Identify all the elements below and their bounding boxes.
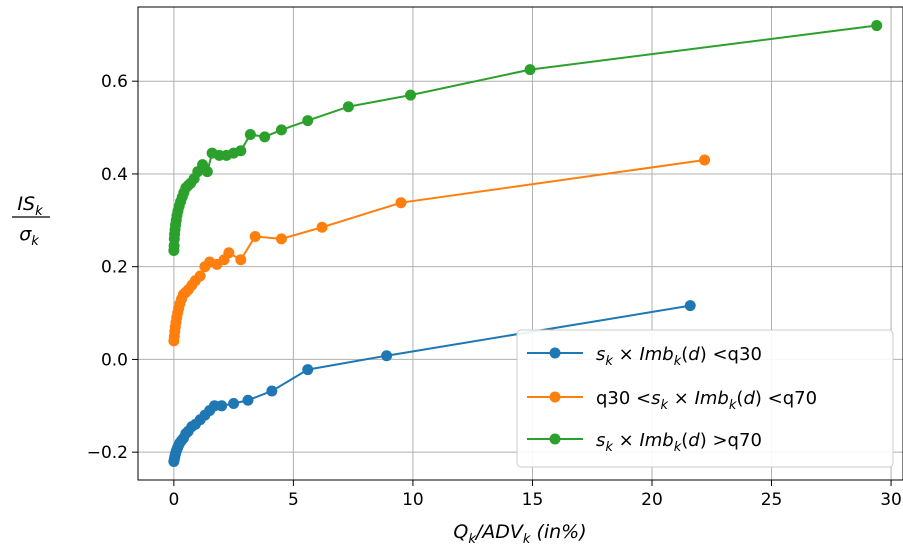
grid-lines (138, 7, 903, 480)
data-point (249, 231, 261, 243)
x-tick-label: 25 (761, 490, 783, 510)
legend-entry-high: sk × Imbk(d) >q70 (527, 430, 762, 455)
y-tick-label: 0.0 (101, 350, 128, 370)
data-point (235, 254, 247, 266)
data-point (242, 394, 254, 406)
data-point (228, 397, 240, 409)
series-layer (168, 20, 883, 467)
data-point (395, 197, 407, 209)
data-point (201, 166, 213, 178)
plot-frame (137, 6, 903, 481)
data-point (524, 64, 536, 76)
series-2 (168, 20, 883, 256)
y-tick-label: −0.2 (87, 443, 128, 463)
x-tick-label: 10 (402, 490, 424, 510)
data-point (275, 233, 287, 245)
x-tick-label: 30 (880, 490, 902, 510)
y-axis-label: ISk σk (12, 193, 50, 249)
data-point (871, 20, 883, 32)
svg-text:q30 <sk × Imbk(d) <q70: q30 <sk × Imbk(d) <q70 (596, 388, 817, 413)
series-0 (168, 300, 696, 467)
data-point (342, 101, 354, 113)
svg-text:sk × Imbk(d) <q30: sk × Imbk(d) <q30 (596, 344, 762, 369)
y-tick-label: 0.4 (101, 165, 128, 185)
y-tick-label: 0.6 (101, 72, 128, 92)
data-point (381, 350, 393, 362)
data-point (235, 145, 247, 157)
x-tick-label: 5 (288, 490, 299, 510)
data-point (266, 385, 278, 397)
data-point (259, 131, 271, 143)
x-tick-label: 20 (641, 490, 663, 510)
data-point (302, 115, 314, 127)
data-point (316, 221, 328, 233)
legend-entry-low: sk × Imbk(d) <q30 (527, 344, 762, 369)
data-point (244, 129, 256, 141)
data-point (405, 89, 417, 101)
x-axis-label: Qk/ADVk (in%) (453, 521, 586, 546)
svg-text:ISk: ISk (17, 193, 43, 219)
data-point (223, 247, 235, 259)
data-point (699, 154, 711, 166)
svg-text:sk × Imbk(d) >q70: sk × Imbk(d) >q70 (596, 430, 762, 455)
series-1 (168, 154, 711, 347)
data-point (194, 270, 206, 282)
data-point (275, 124, 287, 136)
svg-text:σk: σk (19, 223, 39, 249)
data-point (216, 400, 228, 412)
y-tick-label: 0.2 (101, 258, 128, 278)
legend: sk × Imbk(d) <q30 q30 <sk × Imbk(d) <q70… (516, 329, 894, 468)
legend-box (516, 329, 894, 468)
x-tick-label: 0 (168, 490, 179, 510)
data-point (302, 364, 314, 376)
data-point (684, 300, 696, 312)
legend-entry-mid: q30 <sk × Imbk(d) <q70 (527, 388, 817, 413)
x-tick-label: 15 (522, 490, 544, 510)
axis-ticks: 0 5 10 15 20 25 30 −0.2 0.0 0.2 0.4 0.6 (87, 72, 902, 510)
